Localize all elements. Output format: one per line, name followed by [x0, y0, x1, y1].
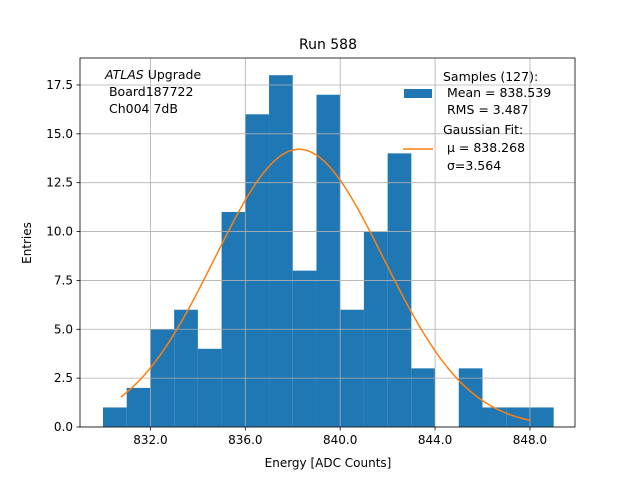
histogram-bar — [458, 368, 483, 427]
legend-fit-line: Gaussian Fit: — [443, 122, 523, 137]
x-tick-label: 848.0 — [513, 433, 547, 447]
y-tick-label: 12.5 — [46, 176, 73, 190]
y-tick-label: 0.0 — [54, 420, 73, 434]
y-tick-label: 10.0 — [46, 225, 73, 239]
legend-samples-line: Mean = 838.539 — [443, 85, 551, 100]
y-tick-label: 7.5 — [54, 273, 73, 287]
legend-fit-line: σ=3.564 — [443, 158, 501, 173]
axes-frame — [79, 57, 576, 428]
y-tick-label: 15.0 — [46, 127, 73, 141]
y-tick-label: 2.5 — [54, 371, 73, 385]
histogram-bar — [411, 368, 436, 427]
annotation-channel: Ch004 7dB — [105, 101, 178, 116]
histogram-bar — [221, 212, 246, 427]
legend-samples-swatch — [404, 89, 432, 98]
legend-fit-line: μ = 838.268 — [443, 140, 525, 155]
x-tick-label: 844.0 — [418, 433, 452, 447]
histogram-bar — [174, 309, 198, 427]
annotation-upgrade: Upgrade — [144, 67, 202, 82]
annotation-board: Board187722 — [105, 84, 193, 99]
legend: Samples (127): Mean = 838.539 RMS = 3.48… — [403, 69, 551, 173]
histogram-bars — [103, 75, 554, 427]
histogram-bar — [269, 75, 293, 427]
x-ticks: 832.0 836.0 840.0 844.0 848.0 — [133, 427, 547, 447]
histogram-bar — [292, 270, 317, 427]
grid — [80, 58, 575, 428]
x-tick-label: 840.0 — [323, 433, 357, 447]
histogram-bar — [126, 387, 151, 427]
y-tick-label: 5.0 — [54, 322, 73, 336]
x-tick-label: 836.0 — [228, 433, 262, 447]
histogram-bar — [316, 94, 341, 427]
legend-samples-line: Samples (127): — [443, 69, 538, 84]
y-axis-label: Entries — [20, 222, 34, 264]
svg-text:ATLAS Upgrade: ATLAS Upgrade — [104, 67, 201, 82]
histogram-bar — [529, 407, 554, 427]
histogram-bar — [482, 407, 507, 427]
chart-title: Run 588 — [299, 37, 357, 53]
x-tick-label: 832.0 — [133, 433, 167, 447]
legend-samples-line: RMS = 3.487 — [443, 102, 529, 117]
gaussian-fit-line — [120, 148, 531, 422]
histogram-bar — [245, 114, 270, 427]
annotation: ATLAS Upgrade Board187722 Ch004 7dB — [104, 67, 201, 116]
y-ticks: 0.0 2.5 5.0 7.5 10.0 12.5 15.0 17.5 — [46, 78, 80, 434]
histogram-bar — [197, 348, 222, 427]
y-tick-label: 17.5 — [46, 78, 73, 92]
x-axis-label: Energy [ADC Counts] — [265, 456, 392, 470]
annotation-atlas: ATLAS — [104, 67, 144, 82]
histogram-bar — [340, 309, 364, 427]
histogram-bar — [103, 407, 127, 427]
